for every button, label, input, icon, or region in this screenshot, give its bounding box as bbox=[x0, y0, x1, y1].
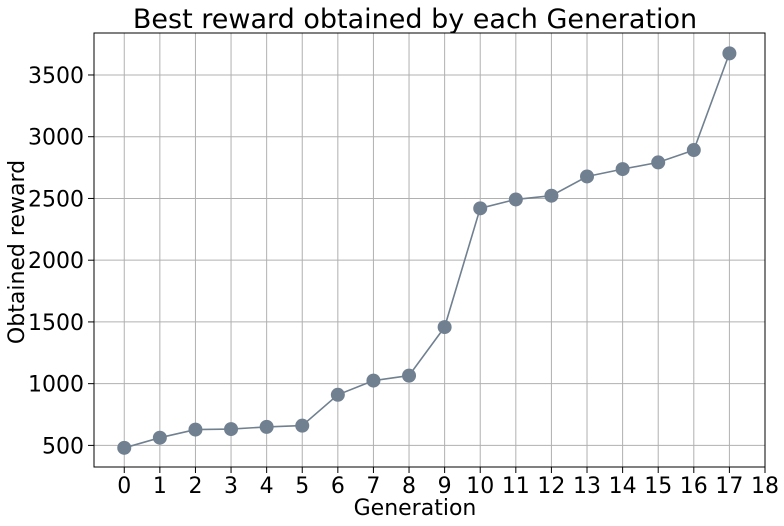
data-point bbox=[473, 201, 488, 216]
x-tick-label: 9 bbox=[438, 474, 452, 499]
y-tick-label: 1000 bbox=[28, 373, 84, 398]
y-tick-label: 3000 bbox=[28, 126, 84, 151]
data-point bbox=[580, 169, 595, 184]
series-line bbox=[124, 53, 731, 449]
x-tick-label: 16 bbox=[680, 474, 708, 499]
y-tick-label: 1500 bbox=[28, 311, 84, 336]
series-group bbox=[117, 46, 737, 455]
y-tick-label: 3500 bbox=[28, 64, 84, 89]
y-tick-label: 2500 bbox=[28, 187, 84, 212]
x-tick-label: 12 bbox=[537, 474, 565, 499]
data-point bbox=[615, 162, 630, 177]
x-tick-label: 18 bbox=[751, 474, 779, 499]
x-tick-label: 5 bbox=[295, 474, 309, 499]
x-tick-label: 8 bbox=[402, 474, 416, 499]
x-axis-label: Generation bbox=[354, 496, 477, 521]
x-axis-ticks: 0 1 2 3 4 5 6 7 8 9 10 11 12 13 14 15 16 17 18 bbox=[117, 467, 779, 499]
data-point bbox=[330, 387, 345, 402]
x-tick-label: 2 bbox=[188, 474, 202, 499]
data-point bbox=[686, 143, 701, 158]
y-tick-label: 500 bbox=[42, 434, 84, 459]
y-axis-label: Obtained reward bbox=[5, 160, 30, 344]
x-tick-label: 1 bbox=[153, 474, 167, 499]
x-tick-label: 14 bbox=[609, 474, 637, 499]
x-tick-label: 13 bbox=[573, 474, 601, 499]
x-tick-label: 15 bbox=[644, 474, 672, 499]
x-tick-label: 3 bbox=[224, 474, 238, 499]
data-point bbox=[188, 422, 203, 437]
data-point bbox=[508, 192, 523, 207]
data-point bbox=[224, 422, 239, 437]
data-point bbox=[152, 430, 167, 445]
x-tick-label: 17 bbox=[715, 474, 743, 499]
data-point bbox=[651, 155, 666, 170]
x-tick-label: 6 bbox=[331, 474, 345, 499]
data-point bbox=[366, 373, 381, 388]
x-tick-label: 10 bbox=[466, 474, 494, 499]
data-point bbox=[259, 419, 274, 434]
x-tick-label: 4 bbox=[260, 474, 274, 499]
y-axis-ticks: 500 1000 1500 2000 2500 3000 3500 bbox=[28, 64, 94, 459]
grid bbox=[94, 33, 766, 467]
data-point bbox=[437, 320, 452, 335]
x-tick-label: 7 bbox=[366, 474, 380, 499]
x-tick-label: 0 bbox=[117, 474, 131, 499]
plot-frame bbox=[93, 32, 766, 468]
x-tick-label: 11 bbox=[502, 474, 530, 499]
data-point bbox=[402, 368, 417, 383]
data-point bbox=[117, 440, 132, 455]
data-point bbox=[295, 418, 310, 433]
data-point bbox=[544, 188, 559, 203]
y-tick-label: 2000 bbox=[28, 249, 84, 274]
chart-title: Best reward obtained by each Generation bbox=[133, 4, 697, 35]
data-point bbox=[722, 46, 737, 61]
